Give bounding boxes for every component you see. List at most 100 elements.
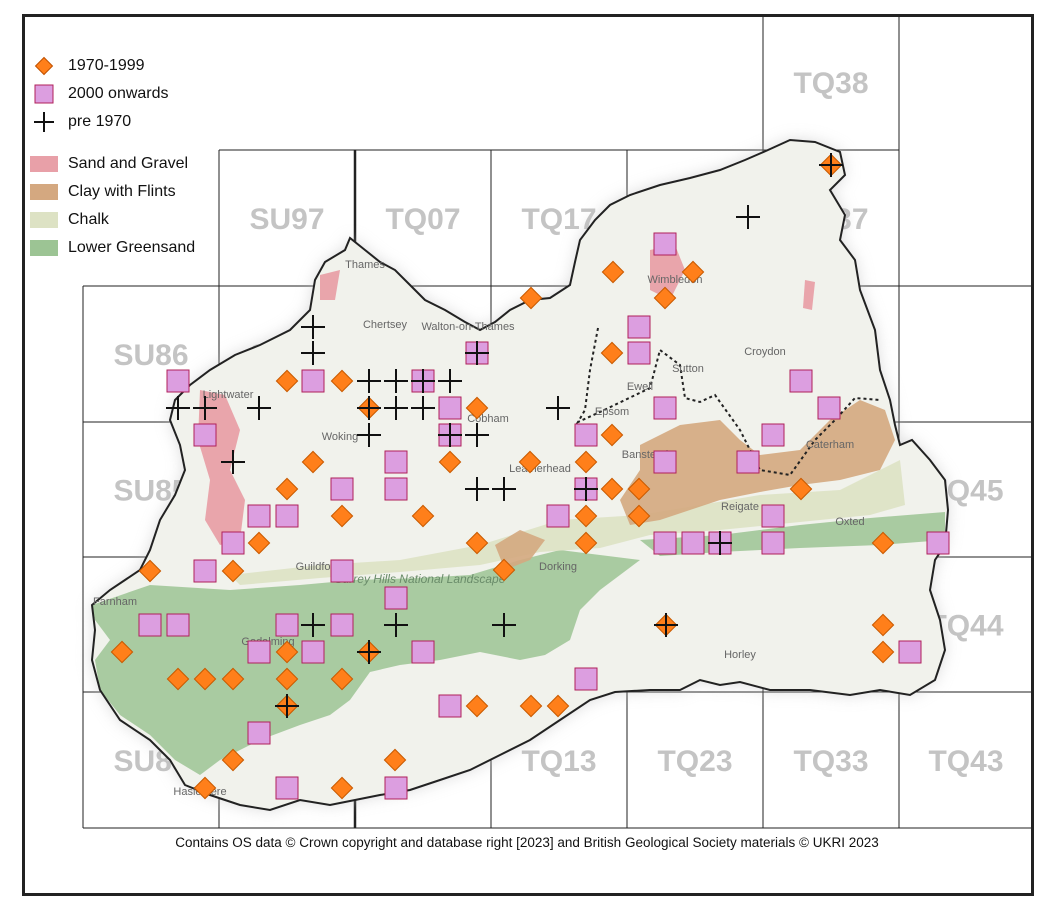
record-pre-1970-marker: [492, 477, 516, 501]
record-pre-1970-marker: [574, 477, 598, 501]
legend-item-lower-greensand: Lower Greensand: [30, 234, 230, 262]
record-pre-1970-marker: [465, 477, 489, 501]
place-label: Reigate: [721, 501, 759, 513]
place-label: Epsom: [595, 406, 629, 418]
record-2000-onwards-marker: [275, 776, 299, 800]
legend-label: pre 1970: [68, 113, 132, 130]
record-2000-onwards-marker: [247, 640, 271, 664]
record-1970-1999-marker: [519, 286, 543, 310]
legend-label: Clay with Flints: [68, 183, 176, 200]
legend-label: Sand and Gravel: [68, 155, 189, 172]
record-2000-onwards-marker: [653, 396, 677, 420]
copyright-credit: Contains OS data © Crown copyright and d…: [175, 835, 879, 850]
record-1970-1999-marker: [653, 286, 677, 310]
record-1970-1999-marker: [110, 640, 134, 664]
record-2000-onwards-marker: [761, 423, 785, 447]
sand-and-gravel-swatch: [30, 156, 58, 172]
record-2000-onwards-marker: [330, 559, 354, 583]
record-2000-onwards-marker: [681, 531, 705, 555]
legend-item-chalk: Chalk: [30, 206, 230, 234]
clay-with-flints-swatch: [30, 184, 58, 200]
record-pre-1970-marker: [736, 205, 760, 229]
record-pre-1970-marker: [654, 613, 678, 637]
record-1970-1999-marker: [193, 776, 217, 800]
place-label: Caterham: [806, 439, 854, 451]
record-pre-1970-marker: [492, 613, 516, 637]
record-2000-onwards-marker: [275, 613, 299, 637]
grid-square-label: TQ13: [521, 745, 596, 778]
record-2000-onwards-marker: [166, 613, 190, 637]
record-pre-1970-marker: [546, 396, 570, 420]
record-2000-onwards-marker: [653, 232, 677, 256]
record-1970-1999-marker: [138, 559, 162, 583]
record-1970-1999-marker: [330, 776, 354, 800]
record-pre-1970-marker: [384, 613, 408, 637]
record-2000-onwards-marker: [438, 396, 462, 420]
grid-square-label: SU97: [249, 203, 324, 236]
record-2000-onwards-marker: [384, 477, 408, 501]
record-pre-1970-marker: [411, 396, 435, 420]
place-label: Walton-on-Thames: [421, 321, 515, 333]
record-1970-1999-marker: [166, 667, 190, 691]
map-legend: 1970-1999 2000 onwards pre 1970 Sand and…: [30, 52, 230, 262]
record-1970-1999-marker: [871, 531, 895, 555]
record-pre-1970-marker: [384, 396, 408, 420]
grid-square-label: TQ07: [385, 203, 460, 236]
record-2000-onwards-marker: [384, 586, 408, 610]
record-2000-onwards-marker: [898, 640, 922, 664]
legend-label: Lower Greensand: [68, 239, 196, 256]
record-2000-onwards-marker: [817, 396, 841, 420]
record-1970-1999-marker: [221, 667, 245, 691]
place-label: Dorking: [539, 561, 577, 573]
record-1970-1999-marker: [871, 613, 895, 637]
record-1970-1999-marker: [275, 369, 299, 393]
legend-item-2000-onwards: 2000 onwards: [30, 80, 230, 108]
record-2000-onwards-marker: [761, 504, 785, 528]
record-1970-1999-marker: [275, 640, 299, 664]
record-1970-1999-marker: [301, 450, 325, 474]
place-label: Thames: [345, 259, 385, 271]
record-2000-onwards-marker: [138, 613, 162, 637]
record-2000-onwards-marker: [193, 423, 217, 447]
chalk-swatch: [30, 212, 58, 228]
record-1970-1999-marker: [519, 694, 543, 718]
grid-square-label: TQ33: [793, 745, 868, 778]
black-cross-icon: [30, 111, 58, 133]
place-label: Woking: [322, 431, 358, 443]
record-pre-1970-marker: [465, 423, 489, 447]
grid-square-label: TQ38: [793, 67, 868, 100]
place-label: Farnham: [93, 596, 137, 608]
record-1970-1999-marker: [465, 396, 489, 420]
place-label: Guildford: [296, 561, 341, 573]
record-2000-onwards-marker: [247, 504, 271, 528]
record-2000-onwards-marker: [761, 531, 785, 555]
legend-item-pre-1970: pre 1970: [30, 108, 230, 136]
pink-square-icon: [30, 83, 58, 105]
record-pre-1970-marker: [166, 396, 190, 420]
record-1970-1999-marker: [330, 667, 354, 691]
place-label: Croydon: [744, 346, 786, 358]
record-pre-1970-marker: [819, 153, 843, 177]
place-label: Sutton: [672, 363, 704, 375]
record-1970-1999-marker: [600, 477, 624, 501]
record-1970-1999-marker: [465, 694, 489, 718]
place-label: Surrey Hills National Landscape: [335, 572, 506, 586]
record-2000-onwards-marker: [574, 423, 598, 447]
record-pre-1970-marker: [357, 640, 381, 664]
record-pre-1970-marker: [708, 531, 732, 555]
place-label: Lightwater: [203, 389, 254, 401]
legend-item-1970-1999: 1970-1999: [30, 52, 230, 80]
record-1970-1999-marker: [600, 423, 624, 447]
clay-with-flints-area: [495, 530, 545, 570]
record-1970-1999-marker: [789, 477, 813, 501]
legend-label: 1970-1999: [68, 57, 145, 74]
record-2000-onwards-marker: [653, 450, 677, 474]
record-1970-1999-marker: [492, 558, 516, 582]
record-pre-1970-marker: [357, 369, 381, 393]
records-2000-onwards: [138, 232, 950, 800]
record-2000-onwards-marker: [926, 531, 950, 555]
lower-greensand-area: [92, 550, 640, 775]
record-1970-1999-marker: [383, 748, 407, 772]
record-1970-1999-marker: [574, 531, 598, 555]
